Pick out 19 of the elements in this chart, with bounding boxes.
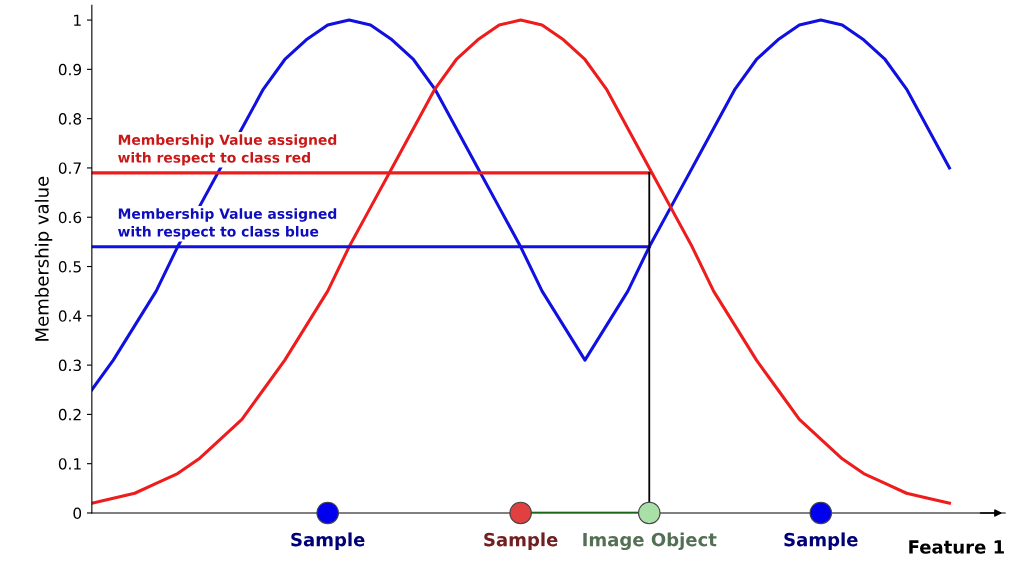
- y-tick-label: 0.2: [58, 408, 81, 421]
- y-tick-label: 0.5: [58, 260, 81, 273]
- y-axis-title: Membership value: [34, 176, 53, 341]
- y-tick-label: 0.4: [58, 310, 82, 322]
- y-tick-label: 0.3: [58, 359, 81, 372]
- y-tick-label: 1: [74, 14, 81, 26]
- y-tick-label: 0.9: [58, 63, 82, 76]
- y-tick-label: 0: [73, 507, 82, 519]
- y-tick-label: 0.7: [58, 162, 81, 174]
- annotation: Membership Value assigned with respect to class blue: [118, 208, 337, 240]
- x-tick-label: Sample: [291, 532, 365, 550]
- y-tick-label: 0.1: [58, 458, 81, 470]
- x-tick-label: Sample: [484, 532, 558, 550]
- x-axis-title: Feature 1: [909, 540, 1004, 554]
- y-tick-label: 0.8: [58, 113, 82, 125]
- annotation: Membership Value assigned with respect to class red: [118, 134, 337, 166]
- x-tick-label: Sample: [784, 532, 858, 550]
- y-tick-label: 0.6: [58, 211, 82, 224]
- x-tick-label: Image Object: [583, 532, 717, 551]
